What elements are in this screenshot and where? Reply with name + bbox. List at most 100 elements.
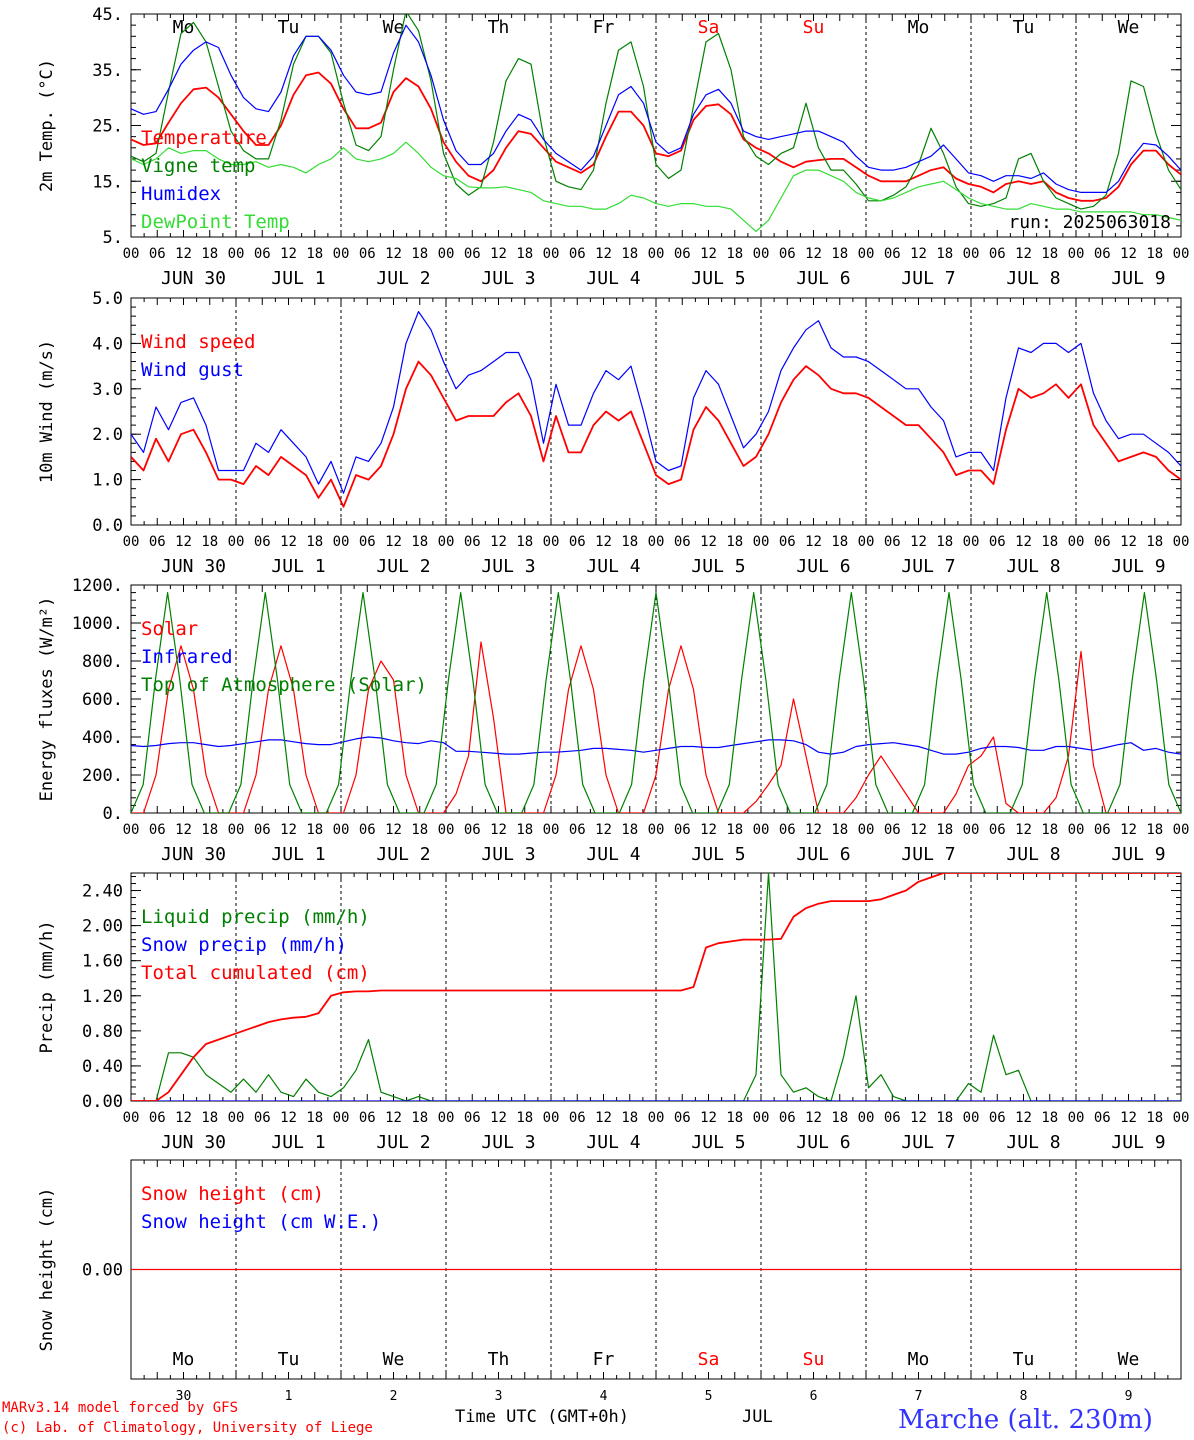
hour-tick-label: 00 [753,534,770,550]
hour-tick-label: 00 [963,246,980,262]
hour-tick-label: 06 [359,534,376,550]
day-name: Tu [278,17,300,38]
panel-1: 5. 15. 25. 35. 45. 2m Temp. (°C) 00 06 12 18 JUN 3… [37,5,1189,289]
series-line-solar [131,641,1181,813]
x-axis-label: Time UTC (GMT+0h) [455,1407,629,1427]
legend-entry: Temperature [141,127,267,149]
hour-tick-label: 06 [884,534,901,550]
hour-tick-label: 18 [1041,1110,1058,1126]
day-name: Th [488,17,510,38]
hour-tick-label: 12 [910,246,927,262]
hour-tick-label: 12 [805,822,822,838]
hour-tick-label: 00 [333,1110,350,1126]
legend-entry: Wind gust [141,359,244,381]
date-label: JUL 1 [271,844,325,865]
date-label: JUL 4 [586,268,640,289]
hour-tick-label: 18 [306,1110,323,1126]
date-label: JUL 1 [271,1132,325,1153]
day-number: 8 [1020,1389,1028,1404]
hour-tick-label: 00 [963,1110,980,1126]
hour-tick-label: 18 [831,534,848,550]
y-axis-label: Precip (mm/h) [37,920,57,1053]
y-axis-label: 2m Temp. (°C) [37,59,57,192]
day-number: 3 [495,1389,503,1404]
hour-tick-label: 06 [464,534,481,550]
hour-tick-label: 00 [963,822,980,838]
y-tick-label: 0. [103,804,123,824]
y-tick-label: 200. [82,766,123,786]
y-tick-label: 2.40 [82,882,123,902]
date-label: JUL 4 [586,844,640,865]
series-line-humidex [131,24,1181,193]
day-name: We [1118,17,1140,38]
date-label: JUL 9 [1111,1132,1165,1153]
hour-tick-label: 12 [595,534,612,550]
date-label: JUL 2 [376,268,430,289]
series-group [131,14,1181,232]
series-line-total-cumulated-cm [131,873,1181,1101]
hour-tick-label: 12 [280,246,297,262]
legend-entry: Snow height (cm W.E.) [141,1211,381,1233]
hour-tick-label: 18 [831,822,848,838]
date-label: JUL 3 [481,1132,535,1153]
y-tick-label: 400. [82,728,123,748]
y-tick-label: 0.00 [82,1092,123,1112]
hour-tick-label: 18 [831,1110,848,1126]
date-label: JUL 4 [586,1132,640,1153]
hour-tick-label: 00 [228,246,245,262]
hour-tick-label: 00 [123,1110,140,1126]
hour-tick-label: 18 [1146,534,1163,550]
date-label: JUL 2 [376,556,430,577]
hour-tick-label: 06 [1094,822,1111,838]
day-name: Mo [908,1349,930,1370]
hour-tick-label: 12 [910,1110,927,1126]
hour-tick-label: 06 [884,246,901,262]
hour-tick-label: 00 [438,822,455,838]
hour-tick-label: 12 [805,246,822,262]
date-label: JUL 5 [691,268,745,289]
series-line-temperature [131,71,1181,202]
hour-tick-label: 00 [858,1110,875,1126]
hour-tick-label: 00 [333,246,350,262]
y-tick-label: 600. [82,690,123,710]
hour-tick-label: 06 [569,534,586,550]
legend-entry: Vigne temp [141,155,255,177]
hour-tick-label: 00 [333,822,350,838]
series-group [131,591,1181,813]
series-line-top-of-atmosphere-solar [131,591,1181,813]
hour-tick-label: 00 [1173,1110,1190,1126]
hour-tick-label: 00 [858,246,875,262]
y-tick-label: 1.0 [92,471,123,491]
hour-tick-label: 06 [989,1110,1006,1126]
day-number: 9 [1125,1389,1133,1404]
date-label: JUL 6 [796,556,850,577]
footer: MARv3.14 model forced by GFS (c) Lab. of… [2,1400,1153,1436]
hour-tick-label: 12 [805,1110,822,1126]
day-name: Tu [1013,17,1035,38]
hour-tick-label: 06 [464,1110,481,1126]
hour-tick-label: 00 [228,1110,245,1126]
hour-tick-label: 18 [201,822,218,838]
date-label: JUL 3 [481,844,535,865]
date-label: JUL 7 [901,1132,955,1153]
hour-tick-label: 18 [306,822,323,838]
day-name: We [383,17,405,38]
y-tick-label: 5. [103,228,123,248]
y-tick-label: 45. [92,5,123,25]
hour-tick-label: 06 [884,1110,901,1126]
hour-tick-label: 18 [411,246,428,262]
legend-entry: Top of Atmosphere (Solar) [141,674,427,696]
hour-tick-label: 06 [254,534,271,550]
hour-tick-label: 06 [1094,1110,1111,1126]
hour-tick-label: 06 [569,822,586,838]
hour-tick-label: 00 [648,246,665,262]
hour-tick-label: 18 [201,246,218,262]
date-label: JUL 6 [796,268,850,289]
hour-tick-label: 12 [700,822,717,838]
hour-tick-label: 06 [359,822,376,838]
hour-tick-label: 18 [726,246,743,262]
day-number: 7 [915,1389,923,1404]
date-label: JUL 5 [691,1132,745,1153]
date-label: JUL 6 [796,844,850,865]
hour-tick-label: 12 [595,246,612,262]
